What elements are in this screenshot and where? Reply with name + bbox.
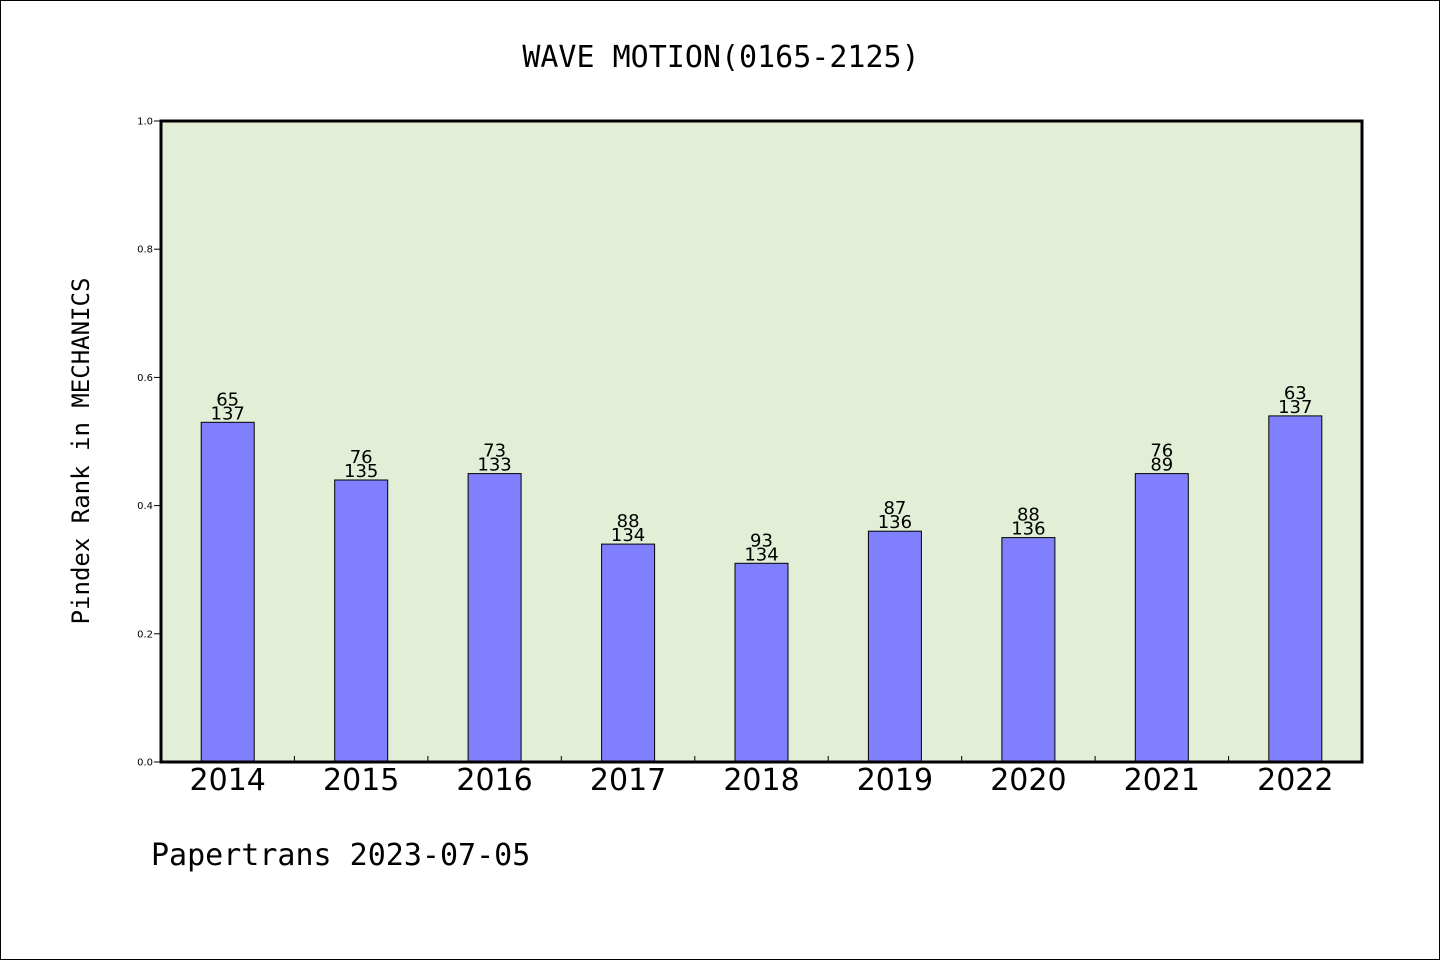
bar-total-label: 135 bbox=[344, 461, 378, 482]
bar-2016 bbox=[467, 473, 522, 763]
x-tick-label: 2019 bbox=[857, 763, 933, 798]
bar-2017 bbox=[601, 543, 656, 763]
bar-rank-label: 88 bbox=[617, 511, 640, 532]
footer-stamp: Papertrans 2023-07-05 bbox=[151, 838, 530, 873]
x-tick-label: 2021 bbox=[1124, 763, 1200, 798]
bar-rank-label: 73 bbox=[483, 441, 506, 462]
bar-total-label: 133 bbox=[477, 455, 511, 476]
bar-rank-label: 63 bbox=[1284, 383, 1307, 404]
bar-rank-label: 87 bbox=[883, 498, 906, 519]
y-tick-label: 0.2 bbox=[137, 629, 153, 640]
bar-rank-label: 76 bbox=[1150, 441, 1173, 462]
plot-border bbox=[159, 119, 1364, 764]
y-tick-label: 1.0 bbox=[137, 117, 153, 128]
x-tick-label: 2014 bbox=[190, 763, 266, 798]
bars-group bbox=[200, 415, 1323, 763]
x-ticks-group: 2014 2015 2016 2017 2018 2019 2020 2021 2022 bbox=[190, 756, 1333, 798]
x-tick-label: 2018 bbox=[723, 763, 799, 798]
y-ticks-group: 0.0 0.2 0.4 0.6 0.8 1.0 bbox=[137, 117, 161, 769]
bar-total-label: 134 bbox=[611, 525, 645, 546]
bar-2018 bbox=[734, 562, 789, 763]
x-tick-label: 2022 bbox=[1257, 763, 1333, 798]
y-tick-label: 0.8 bbox=[137, 245, 153, 256]
bar-2019 bbox=[867, 530, 922, 763]
x-tick-label: 2020 bbox=[990, 763, 1066, 798]
bar-rank-label: 76 bbox=[350, 447, 373, 468]
bar-total-label: 136 bbox=[1011, 519, 1045, 540]
y-tick-label: 0.6 bbox=[137, 373, 153, 384]
y-tick-label: 0.4 bbox=[137, 501, 153, 512]
x-tick-label: 2016 bbox=[456, 763, 532, 798]
y-tick-label: 0.0 bbox=[137, 758, 153, 769]
x-tick-label: 2015 bbox=[323, 763, 399, 798]
bar-total-label: 137 bbox=[1278, 397, 1312, 418]
bar-total-label: 89 bbox=[1150, 455, 1173, 476]
bar-total-label: 134 bbox=[744, 544, 778, 565]
bar-rank-label: 65 bbox=[216, 389, 239, 410]
bar-2015 bbox=[334, 479, 389, 763]
bar-2021 bbox=[1134, 473, 1189, 763]
x-tick-label: 2017 bbox=[590, 763, 666, 798]
bar-2014 bbox=[200, 421, 255, 763]
y-axis-label: Pindex Rank in MECHANICS bbox=[67, 278, 95, 625]
bar-total-label: 137 bbox=[211, 403, 245, 424]
bar-2020 bbox=[1001, 537, 1056, 763]
bar-total-label: 136 bbox=[878, 512, 912, 533]
bar-2022 bbox=[1268, 415, 1323, 763]
chart-title: WAVE MOTION(0165-2125) bbox=[522, 40, 919, 75]
bar-rank-label: 88 bbox=[1017, 505, 1040, 526]
bar-rank-label: 93 bbox=[750, 530, 773, 551]
